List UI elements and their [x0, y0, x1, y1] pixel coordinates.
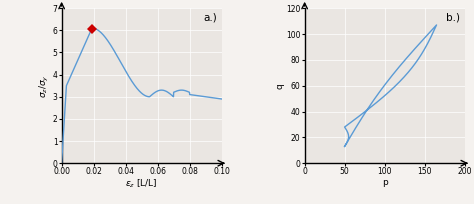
- X-axis label: $\varepsilon_z$ [L/L]: $\varepsilon_z$ [L/L]: [125, 178, 158, 190]
- X-axis label: p: p: [382, 178, 387, 187]
- Text: b.): b.): [446, 13, 460, 23]
- Y-axis label: q: q: [275, 83, 284, 89]
- Y-axis label: $\sigma_z /\sigma_y$: $\sigma_z /\sigma_y$: [38, 74, 51, 98]
- Text: a.): a.): [203, 13, 217, 23]
